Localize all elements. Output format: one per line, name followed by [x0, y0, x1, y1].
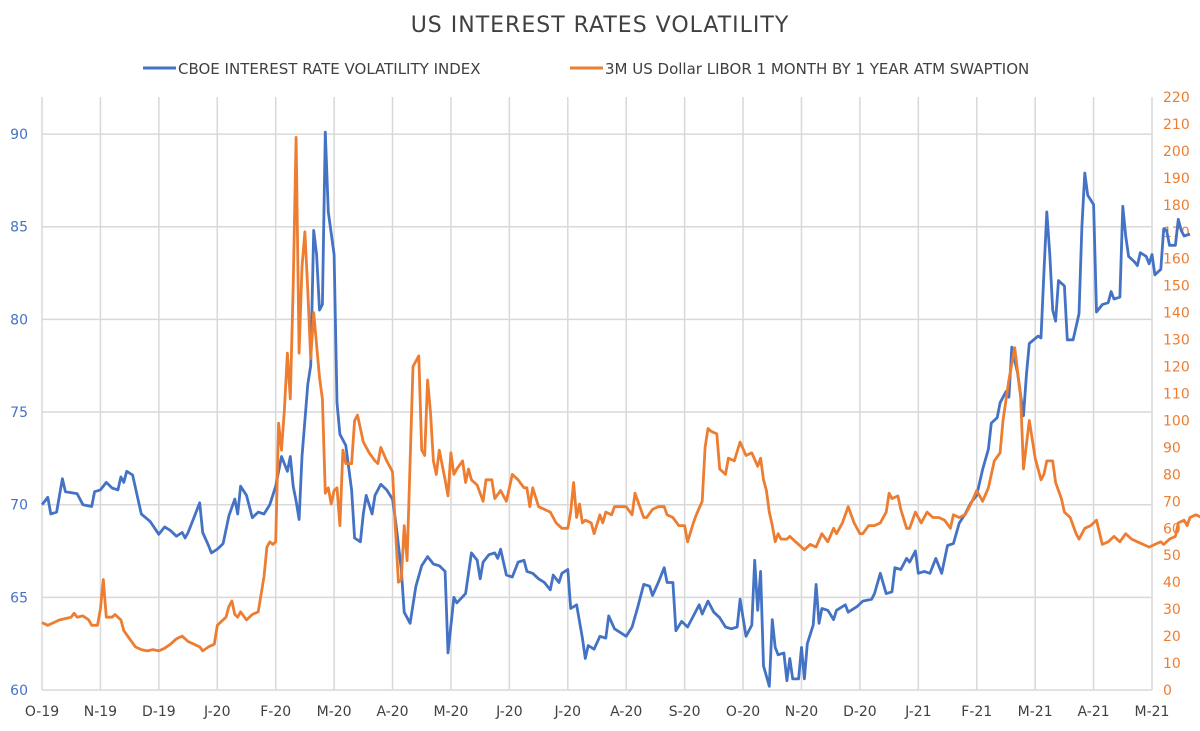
- right-tick-label: 130: [1163, 333, 1190, 349]
- x-tick-label: A-20: [610, 704, 642, 720]
- grid: [41, 97, 1153, 691]
- left-tick-label: 70: [10, 498, 28, 514]
- right-tick-label: 50: [1163, 548, 1181, 564]
- right-tick-label: 0: [1163, 683, 1172, 699]
- legend-label-orange: 3M US Dollar LIBOR 1 MONTH BY 1 YEAR ATM…: [605, 60, 1029, 78]
- chart-title: US INTEREST RATES VOLATILITY: [411, 13, 790, 38]
- x-tick-label: D-20: [843, 704, 877, 720]
- left-tick-label: 65: [10, 590, 28, 606]
- series-line-cboe-index: [40, 130, 1191, 688]
- right-tick-label: 140: [1163, 306, 1190, 322]
- right-tick-label: 210: [1163, 117, 1190, 133]
- left-axis: 60 65 70 75 80 85 90: [10, 127, 28, 699]
- x-tick-label: J-20: [495, 704, 523, 720]
- right-tick-label: 100: [1163, 413, 1190, 429]
- right-tick-label: 30: [1163, 602, 1181, 618]
- left-tick-label: 85: [10, 220, 28, 236]
- x-tick-label: A-21: [1078, 704, 1110, 720]
- x-tick-label: S-20: [669, 704, 701, 720]
- x-tick-label: J-21: [904, 704, 932, 720]
- right-tick-label: 10: [1163, 656, 1181, 672]
- right-tick-label: 200: [1163, 144, 1190, 160]
- right-tick-label: 70: [1163, 494, 1181, 510]
- right-tick-label: 90: [1163, 440, 1181, 456]
- x-tick-label: N-20: [785, 704, 818, 720]
- x-tick-label: A-20: [376, 704, 408, 720]
- x-tick-label: O-19: [25, 704, 59, 720]
- left-tick-label: 80: [10, 312, 28, 328]
- right-tick-label: 220: [1163, 90, 1190, 106]
- x-tick-label: M-20: [433, 704, 468, 720]
- x-tick-label: N-19: [84, 704, 117, 720]
- right-tick-label: 180: [1163, 198, 1190, 214]
- x-tick-label: M-20: [317, 704, 352, 720]
- series-lines: [40, 130, 1200, 688]
- x-tick-label: F-20: [260, 704, 291, 720]
- right-tick-label: 120: [1163, 360, 1190, 376]
- left-tick-label: 90: [10, 127, 28, 143]
- right-axis: 0102030405060708090100110120130140150160…: [1163, 90, 1190, 699]
- x-tick-label: M-21: [1018, 704, 1053, 720]
- left-tick-label: 60: [10, 683, 28, 699]
- x-tick-label: J-20: [554, 704, 582, 720]
- x-tick-label: D-19: [142, 704, 176, 720]
- x-tick-label: J-20: [203, 704, 231, 720]
- right-tick-label: 20: [1163, 629, 1181, 645]
- left-tick-label: 75: [10, 405, 28, 421]
- right-tick-label: 40: [1163, 575, 1181, 591]
- right-tick-label: 160: [1163, 252, 1190, 268]
- right-tick-label: 190: [1163, 171, 1190, 187]
- x-tick-label: F-21: [961, 704, 992, 720]
- series-line-libor-swaption: [41, 136, 1200, 653]
- legend-label-blue: CBOE INTEREST RATE VOLATILITY INDEX: [178, 60, 481, 78]
- x-tick-label: O-20: [726, 704, 760, 720]
- right-tick-label: 110: [1163, 387, 1190, 403]
- right-tick-label: 80: [1163, 467, 1181, 483]
- right-tick-label: 150: [1163, 279, 1190, 295]
- legend: CBOE INTEREST RATE VOLATILITY INDEX 3M U…: [143, 60, 1029, 78]
- x-tick-label: M-21: [1135, 704, 1170, 720]
- x-axis: O-19 N-19 D-19 J-20 F-20 M-20 A-20 M-20 J-20 J-20…: [25, 704, 1170, 720]
